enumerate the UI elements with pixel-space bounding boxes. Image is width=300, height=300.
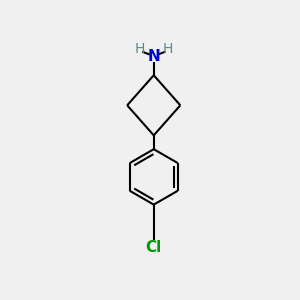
Text: H: H <box>163 42 173 56</box>
Text: H: H <box>134 42 145 56</box>
Text: N: N <box>147 49 160 64</box>
Text: Cl: Cl <box>146 240 162 255</box>
